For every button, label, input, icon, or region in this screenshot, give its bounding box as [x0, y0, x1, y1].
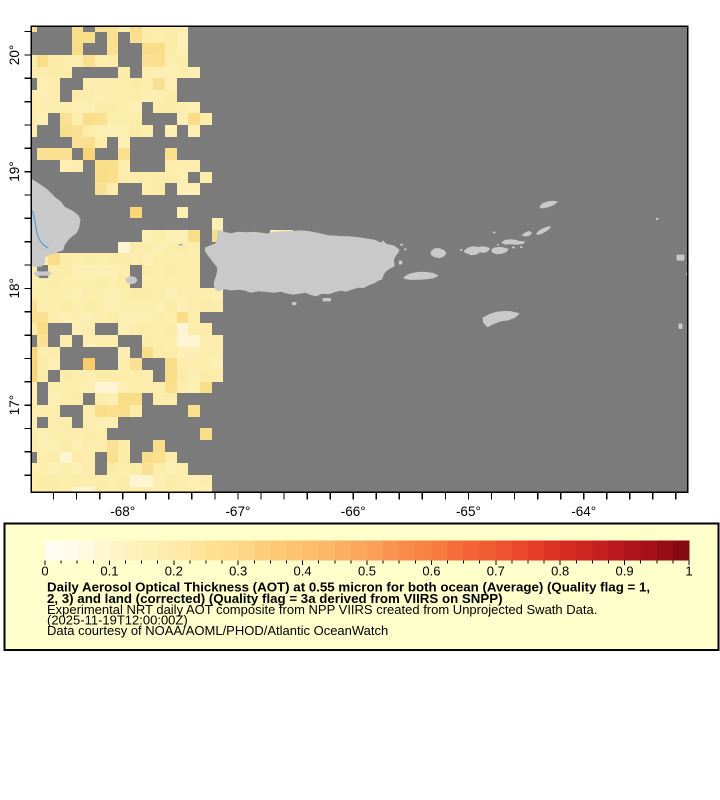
- svg-text:17°: 17°: [7, 395, 22, 415]
- svg-text:0.9: 0.9: [616, 564, 634, 579]
- svg-text:0.6: 0.6: [422, 564, 440, 579]
- svg-text:0.8: 0.8: [551, 564, 569, 579]
- svg-text:Experimental NRT daily AOT com: Experimental NRT daily AOT composite fro…: [47, 602, 597, 617]
- svg-text:-67°: -67°: [225, 504, 250, 519]
- svg-text:0.4: 0.4: [294, 564, 312, 579]
- svg-text:0.5: 0.5: [358, 564, 376, 579]
- svg-text:0.7: 0.7: [487, 564, 505, 579]
- svg-text:Daily Aerosol Optical Thicknes: Daily Aerosol Optical Thickness (AOT) at…: [47, 580, 650, 595]
- svg-text:-64°: -64°: [571, 504, 596, 519]
- svg-text:18°: 18°: [7, 278, 22, 298]
- svg-text:20°: 20°: [7, 45, 22, 65]
- svg-text:0.1: 0.1: [100, 564, 118, 579]
- svg-text:0.2: 0.2: [165, 564, 183, 579]
- svg-text:0.3: 0.3: [229, 564, 247, 579]
- svg-text:0: 0: [41, 564, 48, 579]
- svg-text:1: 1: [685, 564, 692, 579]
- svg-text:-66°: -66°: [341, 504, 366, 519]
- svg-text:-68°: -68°: [110, 504, 135, 519]
- svg-text:19°: 19°: [7, 161, 22, 181]
- svg-text:2, 3) and land (corrected) (Qu: 2, 3) and land (corrected) (Quality flag…: [47, 591, 503, 606]
- svg-text:(2025-11-19T12:00:00Z): (2025-11-19T12:00:00Z): [47, 613, 188, 628]
- svg-text:-65°: -65°: [456, 504, 481, 519]
- svg-text:Data courtesy of NOAA/AOML/PHO: Data courtesy of NOAA/AOML/PHOD/Atlantic…: [47, 623, 388, 638]
